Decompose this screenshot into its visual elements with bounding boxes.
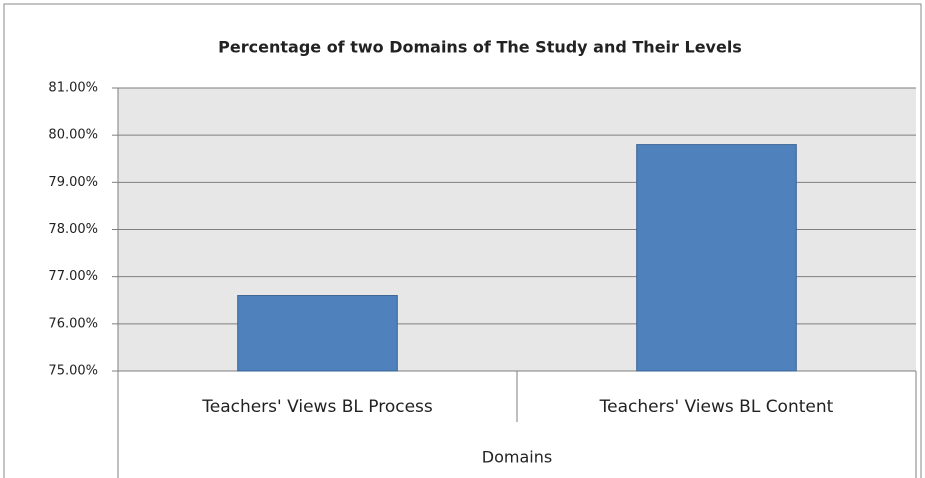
x-tick-label: Teachers' Views BL Process [201,397,433,417]
y-tick-label: 81.00% [48,81,98,96]
y-tick-label: 80.00% [48,128,98,143]
x-tick-label: Teachers' Views BL Content [599,397,834,417]
y-tick-label: 75.00% [48,364,98,379]
y-tick-label: 78.00% [48,222,98,237]
y-tick-label: 79.00% [48,175,98,190]
y-tick-label: 77.00% [48,269,98,284]
chart-title: Percentage of two Domains of The Study a… [218,38,742,57]
bar [237,295,398,372]
bar [636,144,797,372]
y-tick-label: 76.00% [48,316,98,331]
x-axis-label: Domains [482,448,552,467]
